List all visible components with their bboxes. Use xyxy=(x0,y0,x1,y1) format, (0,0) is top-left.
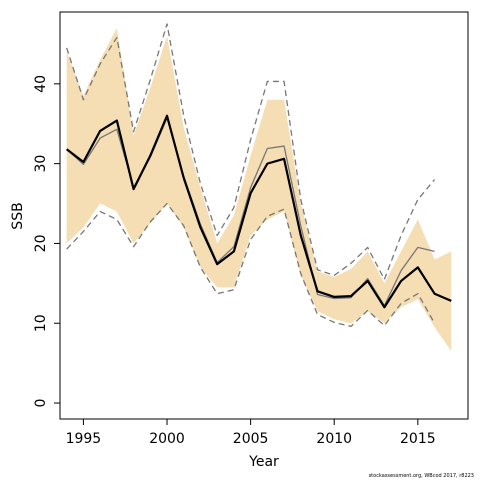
y-tick-label-10: 10 xyxy=(33,314,49,332)
plot-frame xyxy=(59,11,469,420)
previous-lower-bound-line xyxy=(66,202,436,328)
confidence-band-layer xyxy=(66,27,452,352)
x-tick-label-2005: 2005 xyxy=(233,431,269,447)
y-tick-label-30: 30 xyxy=(33,155,49,173)
series-lines-layer xyxy=(66,23,452,328)
x-tick-label-2015: 2015 xyxy=(400,431,436,447)
x-tick-label-2000: 2000 xyxy=(149,431,185,447)
y-tick-label-0: 0 xyxy=(33,399,49,408)
y-axis-title: SSB xyxy=(10,202,26,229)
x-tick-label-2010: 2010 xyxy=(316,431,352,447)
y-tick-label-20: 20 xyxy=(33,235,49,253)
x-tick-label-1995: 1995 xyxy=(66,431,102,447)
x-axis: 1995 2000 2005 2010 2015 xyxy=(66,419,436,447)
credit-text: stockassessment.org, WBcod 2017, r8223 xyxy=(368,473,474,479)
y-tick-label-40: 40 xyxy=(33,75,49,93)
y-axis: 0 10 20 30 40 xyxy=(33,75,60,408)
current-estimate-line xyxy=(66,114,452,309)
x-axis-title: Year xyxy=(248,454,279,470)
previous-upper-bound-line xyxy=(66,23,436,280)
confidence-band xyxy=(66,27,452,352)
